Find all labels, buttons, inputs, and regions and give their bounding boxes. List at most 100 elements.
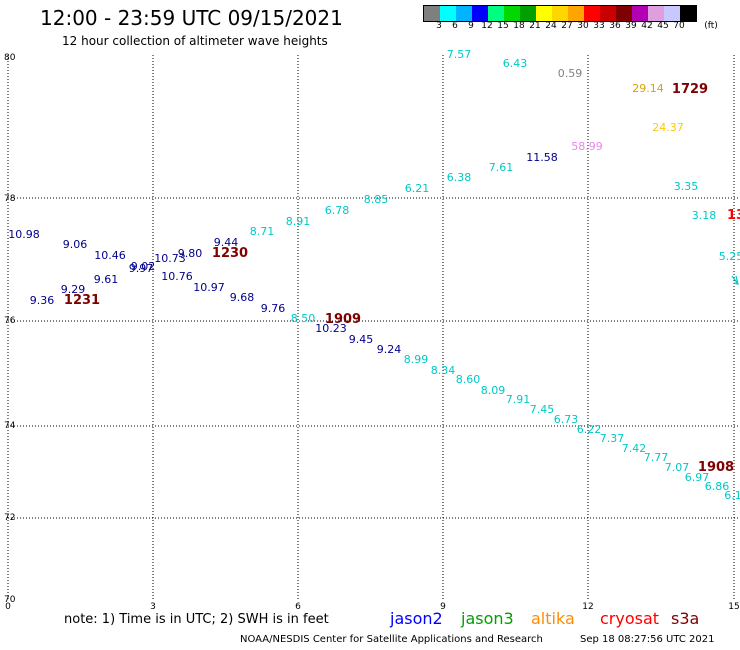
wave-height-label: 9.02 <box>131 260 156 273</box>
wave-height-label: 10.97 <box>193 281 225 294</box>
pass-time-label: 1231 <box>64 293 100 308</box>
color-tick-label: 42 <box>641 21 653 31</box>
color-swatch <box>424 6 440 21</box>
wave-height-label: 7.61 <box>489 161 514 174</box>
arrow-icon <box>731 275 739 285</box>
wave-height-label: 7.91 <box>506 393 531 406</box>
x-tick-label: 12 <box>582 602 593 612</box>
wave-height-label: 7.57 <box>447 48 472 61</box>
color-tick-label: 18 <box>513 21 525 31</box>
color-swatch <box>584 6 600 21</box>
wave-height-label: 8.71 <box>250 225 275 238</box>
color-tick-label: 70 <box>673 21 685 31</box>
wave-height-label: 7.77 <box>644 451 669 464</box>
color-swatch <box>648 6 664 21</box>
wave-height-label: 5.25 <box>719 250 740 263</box>
wave-height-label: 10.76 <box>161 270 193 283</box>
color-swatch <box>504 6 520 21</box>
y-tick-label: 72 <box>4 513 15 523</box>
axis-tick-labels: 0 3 6 9 12 15 80 78 76 74 72 70 <box>4 53 740 612</box>
page-subtitle: 12 hour collection of altimeter wave hei… <box>62 34 328 48</box>
wave-height-label: 9.97 <box>129 262 154 275</box>
color-tick-label: 39 <box>625 21 637 31</box>
mission-legend-item: s3a <box>671 609 700 628</box>
footer-timestamp: Sep 18 08:27:56 UTC 2021 <box>580 634 715 645</box>
y-tick-label: 74 <box>4 421 16 431</box>
color-tick-label: 30 <box>577 21 589 31</box>
color-tick-label: 45 <box>657 21 669 31</box>
wave-height-label: 10.46 <box>94 249 126 262</box>
pass-time-label: 13 <box>727 208 740 223</box>
pass-time-label: 1909 <box>325 312 361 327</box>
wave-height-label: 8.34 <box>431 364 456 377</box>
x-tick-label: 0 <box>5 602 11 612</box>
mission-legend-item: cryosat <box>600 609 660 628</box>
wave-height-label: 6.38 <box>447 171 472 184</box>
wave-height-label: 7.07 <box>665 461 690 474</box>
color-tick-label: 9 <box>468 21 474 31</box>
mission-legend-item: jason2 <box>390 609 443 628</box>
wave-height-label: 6.1 <box>724 489 740 502</box>
color-tick-label: 21 <box>529 21 541 31</box>
color-swatch <box>600 6 616 21</box>
y-tick-label: 70 <box>4 595 16 605</box>
color-swatch <box>536 6 552 21</box>
wave-height-label: 7.45 <box>530 403 555 416</box>
wave-height-label: 7.37 <box>600 432 625 445</box>
wave-height-label: 6.78 <box>325 204 350 217</box>
y-tick-label: 78 <box>4 194 16 204</box>
pass-time-markers: 1230 1231 1909 1729 1908 13 <box>64 82 740 475</box>
mission-legend-item: jason3 <box>461 609 514 628</box>
color-swatch <box>440 6 456 21</box>
wave-height-label: 9.80 <box>178 247 203 260</box>
wave-height-label: 11.58 <box>526 151 558 164</box>
x-tick-label: 3 <box>150 602 156 612</box>
x-tick-label: 6 <box>295 602 301 612</box>
color-swatch <box>472 6 488 21</box>
wave-height-label: 6.43 <box>503 57 528 70</box>
wave-height-label: 6.86 <box>705 480 730 493</box>
wave-height-label: 9.61 <box>94 273 119 286</box>
wave-height-label: 9.24 <box>377 343 402 356</box>
color-swatch <box>664 6 680 21</box>
y-tick-label: 76 <box>4 316 16 326</box>
color-tick-label: 24 <box>545 21 557 31</box>
wave-height-label: 6.97 <box>685 471 710 484</box>
wave-height-label: 9.36 <box>30 294 55 307</box>
wave-height-label: 8.91 <box>286 215 311 228</box>
wave-height-label: 24.37 <box>652 121 684 134</box>
color-swatch <box>488 6 504 21</box>
wave-height-label: 10.98 <box>8 228 40 241</box>
color-legend <box>423 5 697 22</box>
wave-height-label: 6.21 <box>405 182 430 195</box>
wave-height-label: 8.09 <box>481 384 506 397</box>
wave-height-label: 6.73 <box>554 413 579 426</box>
wave-height-label: 9.45 <box>349 333 374 346</box>
color-tick-label: 6 <box>452 21 458 31</box>
wave-height-label: 8.99 <box>404 353 429 366</box>
pass-time-label: 1908 <box>698 460 734 475</box>
wave-height-label: 10.73 <box>154 252 186 265</box>
map-grid <box>7 55 740 600</box>
x-tick-label: 15 <box>728 602 739 612</box>
wave-height-label: 8.60 <box>456 373 481 386</box>
wave-height-label: 9.44 <box>214 236 239 249</box>
pass-time-label: 1729 <box>672 82 708 97</box>
color-tick-label: 3 <box>436 21 442 31</box>
footer-note: note: 1) Time is in UTC; 2) SWH is in fe… <box>64 612 329 627</box>
wave-height-label: 58.99 <box>571 140 603 153</box>
color-swatch <box>456 6 472 21</box>
color-swatch <box>632 6 648 21</box>
pass-time-label: 1230 <box>212 246 248 261</box>
wave-height-label: 8.85 <box>364 193 389 206</box>
wave-height-label: 6.22 <box>577 423 602 436</box>
wave-height-label: 9.68 <box>230 291 255 304</box>
color-swatch <box>520 6 536 21</box>
mission-legend-item: altika <box>531 609 575 628</box>
y-tick-label: 80 <box>4 53 16 63</box>
x-tick-label: 9 <box>440 602 446 612</box>
wave-height-label: 0.59 <box>558 67 583 80</box>
color-tick-label: 27 <box>561 21 573 31</box>
